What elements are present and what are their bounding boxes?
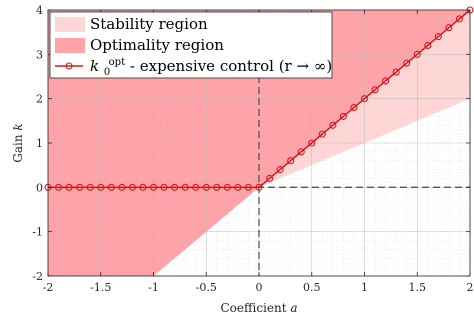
legend-item-stability: Stability region [55, 15, 208, 33]
x-tick-label: -2 [43, 281, 54, 294]
legend-swatch-stability [55, 17, 85, 32]
legend-box [49, 11, 333, 79]
series-marker [118, 183, 126, 191]
series-marker [276, 166, 284, 174]
series-marker [455, 15, 464, 23]
series-marker [339, 112, 347, 120]
legend-series-subscript: 0 [104, 67, 110, 78]
series-marker [86, 183, 94, 191]
series-marker [255, 183, 263, 191]
series-marker [318, 130, 326, 138]
series-marker [97, 183, 105, 191]
x-tick-label: -0.5 [196, 281, 217, 294]
series-marker [181, 183, 189, 191]
x-tick-label: 0.5 [303, 281, 321, 294]
series-marker [171, 183, 179, 191]
series-marker [223, 183, 231, 191]
series-marker [234, 183, 242, 191]
x-tick-label: 1.5 [409, 281, 427, 294]
series-marker [139, 183, 147, 191]
legend-item-series: k 0 opt - expensive control (r → ∞) [55, 51, 332, 79]
series-marker [202, 183, 210, 191]
series-marker [287, 157, 295, 165]
series-marker [392, 68, 400, 76]
legend-swatch-optimality [55, 38, 85, 53]
legend-marker-series [65, 62, 73, 70]
series-marker [445, 24, 453, 32]
legend-label-optimality: Optimality region [90, 36, 224, 54]
x-axis-label: Coefficient a [220, 301, 297, 315]
legend-series-description: - expensive control (r → ∞) [130, 57, 332, 75]
tick-labels-layer: -2 -1.5 -1 -0.5 0 0.5 1 1.5 2 -2 -1 0 1 2 3 4 [32, 4, 473, 294]
x-tick-label: 1 [361, 281, 368, 294]
x-tick-label: 0 [256, 281, 263, 294]
x-tick-label: -1.5 [90, 281, 111, 294]
legend-label-stability: Stability region [90, 15, 208, 33]
y-axis-label: Gain k [11, 123, 25, 162]
series-marker [149, 183, 158, 191]
series-marker [244, 183, 252, 191]
y-tick-label: 3 [36, 48, 43, 61]
y-tick-label: -1 [32, 226, 43, 239]
y-tick-label: -2 [32, 270, 43, 283]
series-marker [160, 183, 168, 191]
legend-label-series: k 0 opt - expensive control (r → ∞) [90, 51, 332, 79]
legend-series-symbol: k [90, 57, 99, 75]
series-marker [308, 139, 316, 147]
legend-series-superscript: opt [109, 57, 125, 68]
series-marker [128, 183, 136, 191]
series-marker [434, 33, 442, 41]
series-marker [192, 183, 200, 191]
series-layer [44, 6, 474, 191]
series-marker [65, 183, 73, 191]
series-marker [360, 95, 369, 103]
series-marker [107, 183, 115, 191]
series-marker [329, 121, 337, 129]
y-tick-label: 2 [36, 93, 43, 106]
y-tick-label: 1 [36, 137, 43, 150]
y-tick-label: 0 [36, 181, 43, 194]
series-marker [413, 50, 421, 58]
legend-item-optimality: Optimality region [55, 36, 224, 54]
series-marker [350, 103, 358, 112]
series-marker [76, 183, 84, 191]
series-marker [297, 148, 305, 156]
x-tick-label: -1 [148, 281, 159, 294]
series-marker [424, 41, 432, 50]
series-marker [382, 77, 390, 85]
series-marker [371, 86, 379, 94]
y-tick-label: 4 [36, 4, 43, 17]
legend: Stability region Optimality region k 0 o… [49, 11, 333, 79]
series-marker [213, 183, 221, 191]
series-marker [54, 183, 63, 191]
series-marker [265, 174, 274, 183]
series-marker [403, 59, 411, 67]
x-tick-label: 2 [467, 281, 474, 294]
